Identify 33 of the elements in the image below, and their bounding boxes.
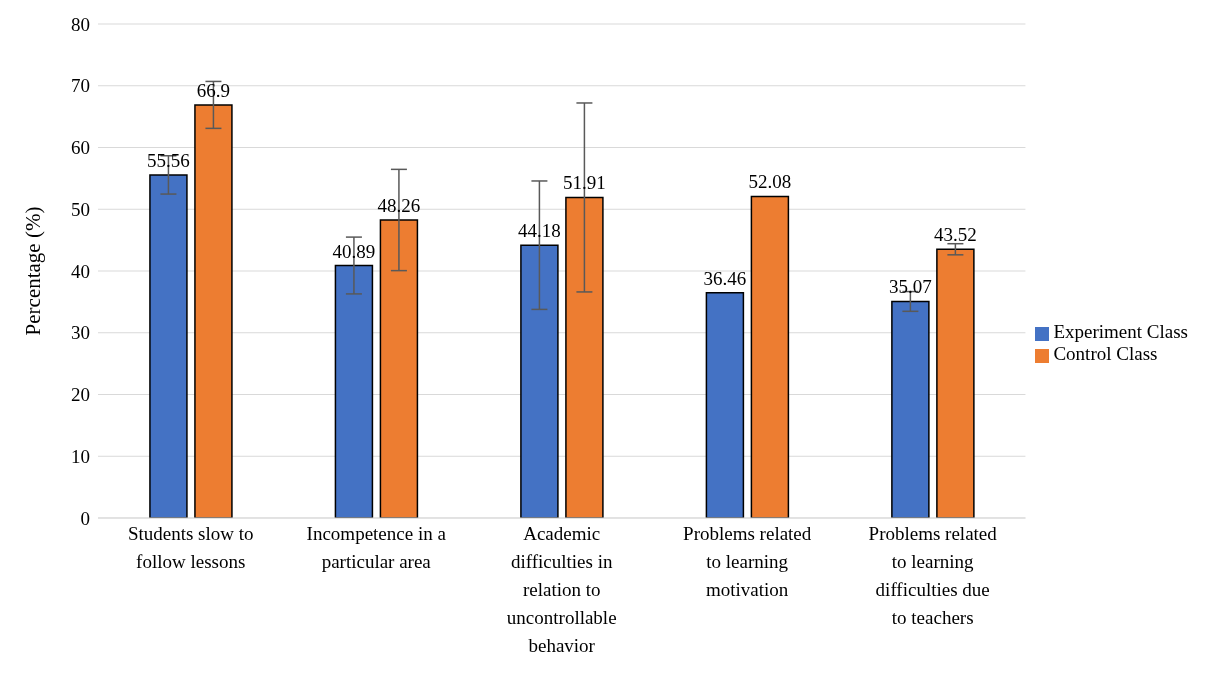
- y-tick-label: 80: [71, 13, 90, 35]
- data-label: 36.46: [703, 267, 747, 289]
- data-label: 35.07: [889, 276, 932, 298]
- x-tick-label: Incompetence in a particular area: [306, 523, 447, 572]
- y-tick-label: 60: [71, 137, 90, 159]
- bar: [149, 174, 188, 518]
- y-tick-label: 10: [71, 445, 90, 467]
- y-axis-title: Percentage (%): [21, 206, 46, 336]
- bar: [705, 292, 745, 518]
- y-tick-label: 20: [71, 384, 90, 406]
- y-tick-label: 70: [71, 75, 90, 97]
- bar: [750, 195, 790, 518]
- y-tick-label: 40: [71, 260, 90, 282]
- bar: [936, 248, 975, 518]
- legend-label: Experiment Class: [1053, 321, 1188, 342]
- bar: [334, 264, 374, 518]
- data-label: 48.26: [377, 194, 421, 216]
- bar: [520, 244, 559, 518]
- data-label: 43.52: [934, 224, 977, 246]
- legend-label: Control Class: [1053, 343, 1158, 364]
- x-tick-label: Academic difficulties in relation to uncontrollable behavior: [506, 523, 617, 656]
- bar: [565, 196, 604, 518]
- x-tick-label: Problems related to learning motivation: [683, 523, 812, 600]
- x-tick-label: Problems related to learning difficulties due to teachers: [868, 523, 998, 628]
- y-tick-label: 0: [80, 507, 90, 529]
- y-tick-label: 50: [71, 198, 90, 220]
- data-label: 40.89: [332, 240, 376, 262]
- bar: [891, 300, 930, 518]
- data-label: 52.08: [748, 171, 792, 193]
- bar: [194, 104, 233, 518]
- bar: [379, 219, 419, 518]
- y-tick-label: 30: [71, 322, 90, 344]
- x-tick-label: Students slow to follow lessons: [127, 523, 254, 572]
